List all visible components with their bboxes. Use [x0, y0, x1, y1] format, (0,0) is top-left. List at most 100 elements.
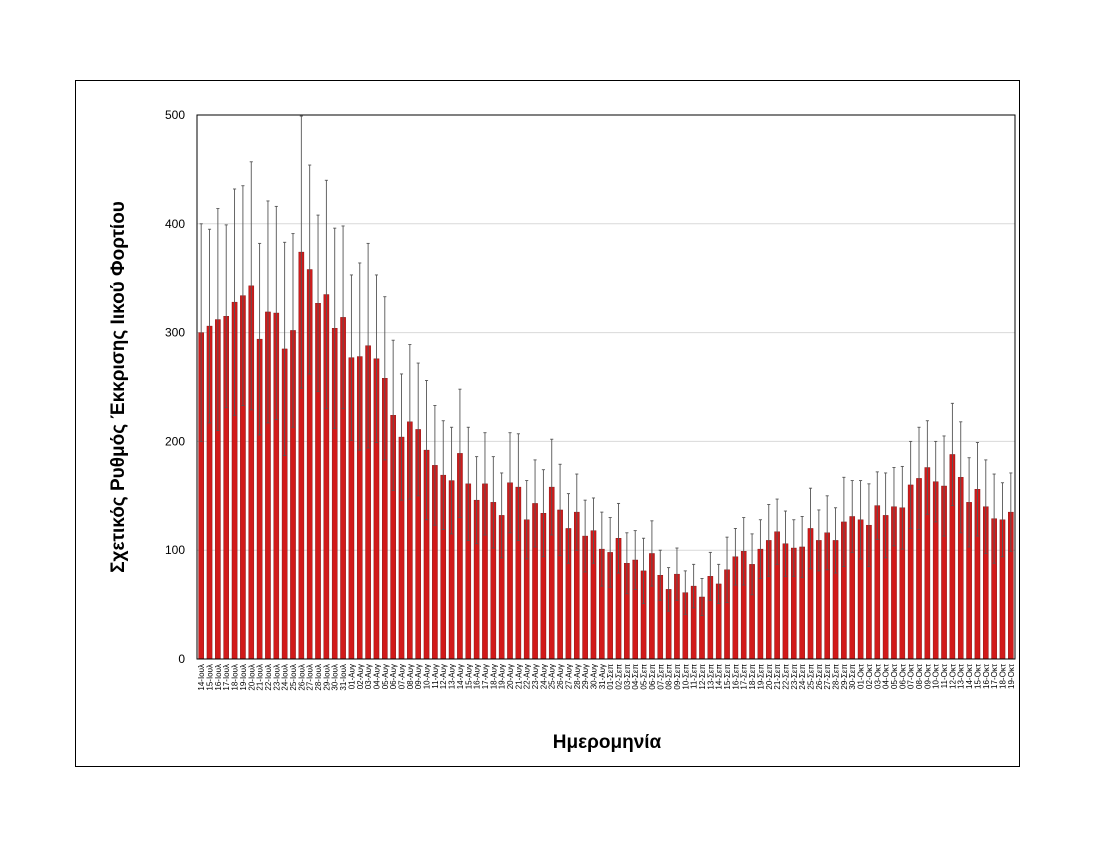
- x-tick-label: 11-Αυγ: [431, 664, 440, 689]
- error-bar: [775, 498, 779, 565]
- error-bar: [491, 456, 495, 549]
- x-tick-label: 15-Ιουλ: [206, 664, 215, 691]
- error-bar: [800, 516, 804, 578]
- x-tick-label: 25-Ιουλ: [289, 664, 298, 691]
- error-bar: [692, 563, 696, 609]
- error-bar: [575, 473, 579, 551]
- x-tick-label: 07-Αυγ: [398, 664, 407, 689]
- x-tick-label: 09-Αυγ: [414, 664, 423, 689]
- x-tick-label: 19-Αυγ: [498, 664, 507, 689]
- x-tick-label: 24-Αυγ: [539, 664, 548, 689]
- error-bar: [942, 435, 946, 537]
- error-bar: [591, 497, 596, 564]
- error-bar: [758, 519, 762, 579]
- x-tick-label: 31-Αυγ: [598, 664, 607, 689]
- error-bar: [424, 380, 429, 521]
- x-tick-label: 10-Αυγ: [423, 664, 432, 689]
- x-tick-label: 16-Οκτ: [982, 663, 991, 689]
- error-bar: [566, 493, 570, 564]
- x-tick-label: 14-Σεπ: [715, 664, 724, 690]
- error-bar: [658, 549, 662, 601]
- error-bar: [733, 527, 737, 586]
- x-tick-label: 15-Αυγ: [464, 664, 473, 689]
- error-bar: [366, 242, 370, 449]
- error-bar: [299, 115, 303, 389]
- x-tick-label: 02-Οκτ: [865, 663, 874, 689]
- x-tick-label: 15-Οκτ: [973, 663, 982, 689]
- y-tick-label: 400: [165, 217, 185, 231]
- x-tick-label: 23-Ιουλ: [272, 664, 281, 691]
- error-bar: [207, 228, 212, 424]
- x-tick-label: 08-Σεπ: [665, 664, 674, 690]
- plot-area: [196, 114, 1016, 660]
- error-bar: [308, 164, 312, 375]
- x-tick-label: 19-Οκτ: [1007, 663, 1016, 689]
- error-bar: [241, 185, 245, 406]
- x-tick-label: 28-Ιουλ: [314, 664, 323, 691]
- x-tick-label: 11-Οκτ: [940, 663, 949, 688]
- x-tick-label: 05-Αυγ: [381, 664, 390, 689]
- x-tick-label: 18-Σεπ: [748, 664, 757, 690]
- error-bar: [483, 432, 487, 536]
- x-tick-label: 08-Οκτ: [915, 663, 924, 689]
- error-bar: [959, 421, 963, 534]
- error-bar: [416, 362, 420, 497]
- error-bar: [324, 179, 328, 410]
- y-axis-ticks: 0 100 200 300 400 500: [165, 108, 185, 666]
- x-tick-label: 27-Ιουλ: [306, 664, 315, 691]
- x-tick-label: 04-Σεπ: [631, 664, 640, 690]
- x-tick-label: 13-Σεπ: [706, 664, 715, 690]
- x-tick-label: 23-Αυγ: [531, 664, 540, 689]
- x-tick-label: 22-Ιουλ: [264, 664, 273, 691]
- x-tick-label: 28-Σεπ: [832, 664, 841, 690]
- x-tick-label: 10-Σεπ: [681, 664, 690, 690]
- error-bar: [859, 480, 863, 560]
- error-bar: [291, 233, 295, 428]
- error-bar: [399, 373, 404, 501]
- error-bar: [608, 517, 612, 588]
- x-axis-label: Ημερομηνία: [553, 732, 662, 753]
- error-bar: [892, 467, 896, 547]
- y-tick-label: 500: [165, 108, 185, 122]
- x-tick-label: 14-Ιουλ: [197, 664, 206, 691]
- x-tick-label: 13-Αυγ: [448, 664, 457, 689]
- error-bar: [925, 420, 929, 515]
- x-tick-label: 12-Αυγ: [439, 664, 448, 689]
- x-tick-label: 05-Οκτ: [890, 663, 899, 689]
- x-tick-label: 16-Σεπ: [731, 664, 740, 690]
- error-bar: [283, 241, 287, 456]
- error-bar: [808, 487, 813, 570]
- y-tick-label: 100: [165, 543, 185, 557]
- x-tick-label: 30-Ιουλ: [331, 664, 340, 691]
- error-bar: [934, 440, 938, 523]
- error-bar: [717, 563, 721, 604]
- x-tick-label: 28-Αυγ: [573, 664, 582, 689]
- x-tick-label: 23-Σεπ: [790, 664, 799, 690]
- error-bar: [383, 296, 387, 461]
- error-bar: [433, 405, 437, 526]
- error-bar: [616, 502, 621, 574]
- x-tick-label: 27-Αυγ: [564, 664, 573, 689]
- error-bar: [633, 530, 637, 590]
- error-bar: [984, 459, 988, 554]
- x-tick-label: 07-Οκτ: [907, 663, 916, 689]
- error-bar: [700, 578, 704, 616]
- error-bar: [500, 472, 504, 559]
- x-tick-label: 29-Αυγ: [581, 664, 590, 689]
- x-tick-label: 17-Ιουλ: [222, 664, 231, 691]
- x-tick-label: 27-Σεπ: [823, 664, 832, 690]
- error-bar: [825, 495, 829, 571]
- error-bar: [842, 476, 846, 567]
- x-tick-label: 18-Οκτ: [998, 663, 1007, 689]
- error-bar: [266, 200, 270, 424]
- x-tick-label: 30-Αυγ: [589, 664, 598, 689]
- x-tick-label: 18-Ιουλ: [231, 664, 240, 691]
- error-bar: [867, 483, 871, 567]
- error-bar: [349, 274, 353, 441]
- error-bar: [600, 511, 604, 587]
- error-bar: [258, 242, 262, 436]
- x-axis-ticks: 14-Ιουλ 15-Ιουλ 16-Ιουλ 17-Ιουλ 18-Ιουλ 19-Ιο…: [197, 663, 1016, 690]
- error-bar: [642, 537, 646, 604]
- error-bar: [917, 426, 921, 530]
- error-bar: [992, 473, 996, 564]
